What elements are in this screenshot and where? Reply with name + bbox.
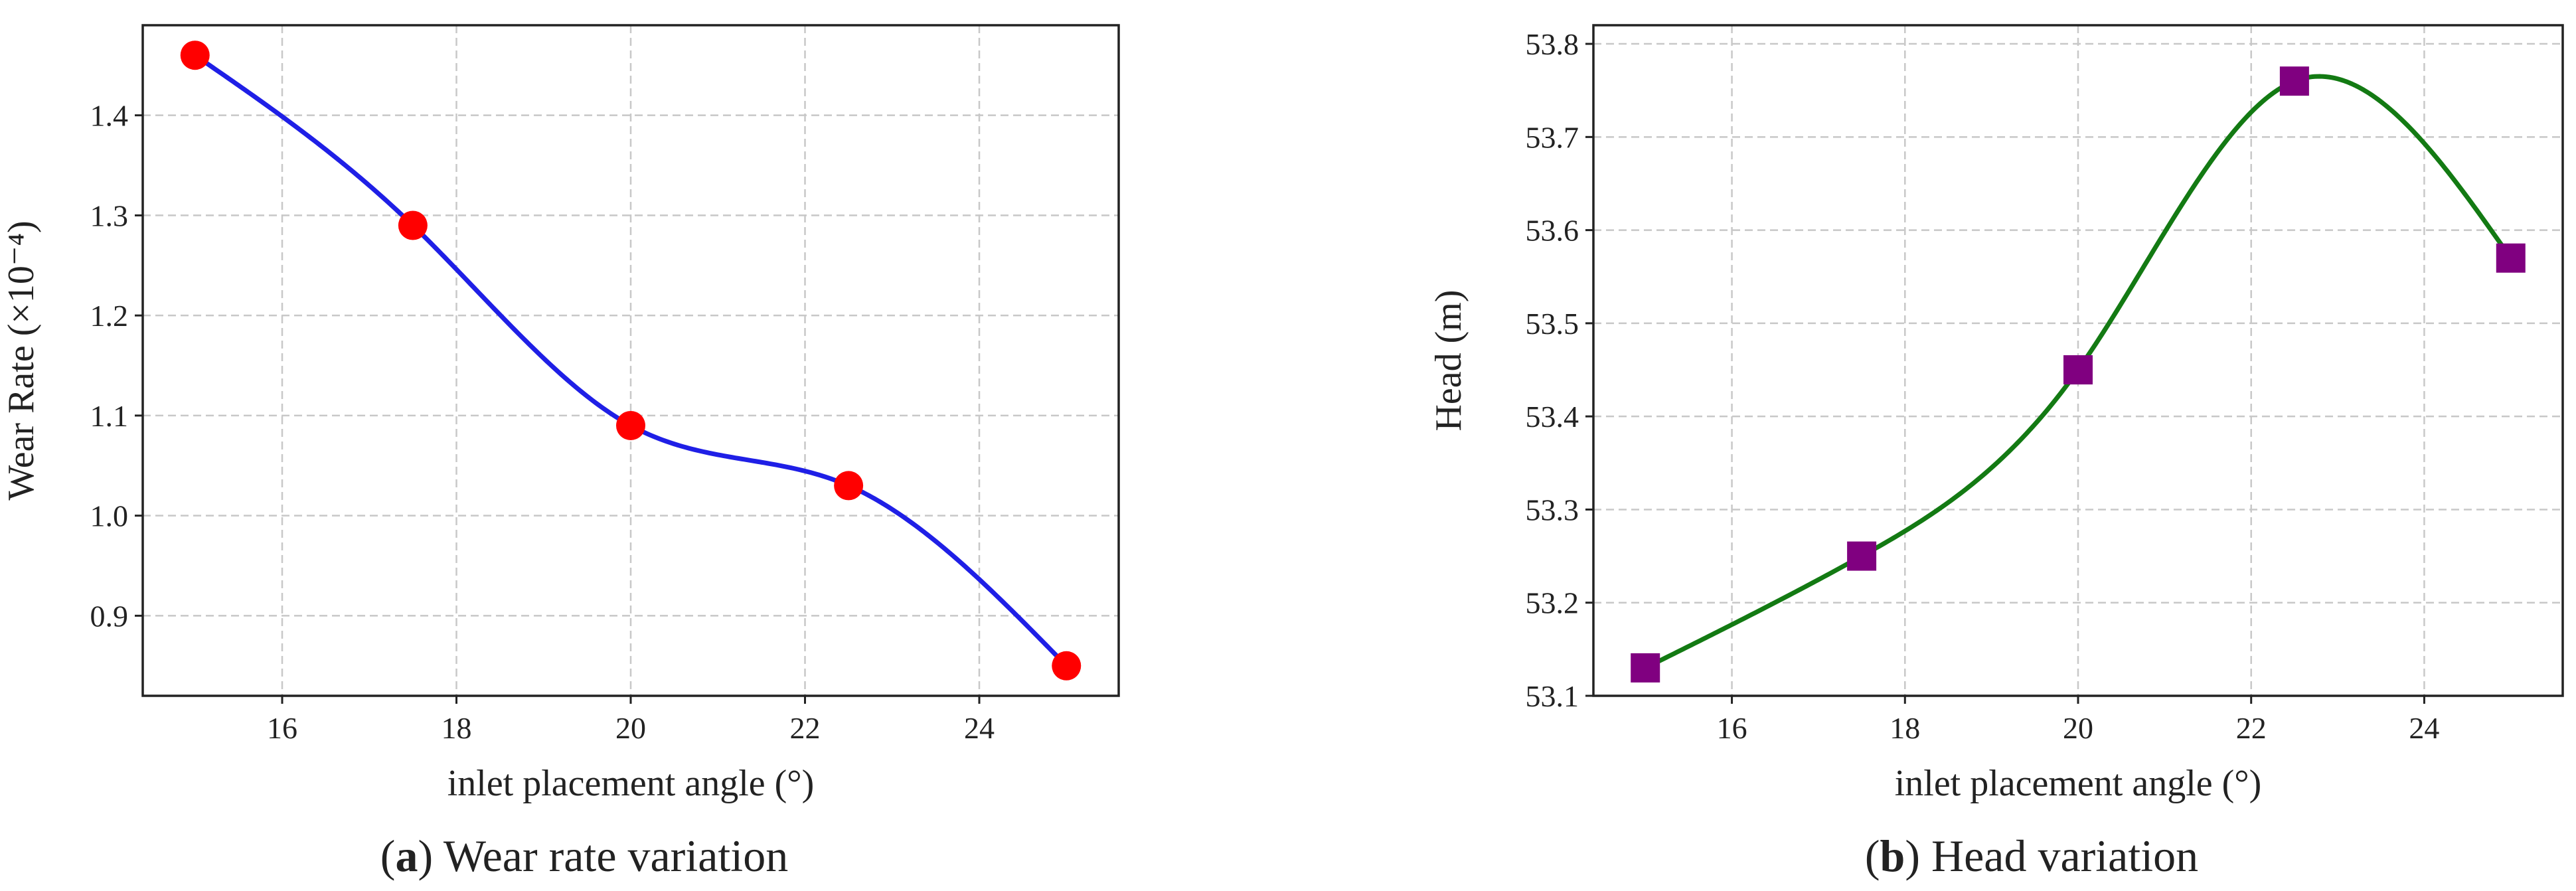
y-tick-label: 53.8 [1526,27,1579,61]
data-point [398,210,428,240]
caption-a: (a) Wear rate variation [380,831,788,881]
y-tick-label: 53.3 [1526,493,1579,526]
data-point [2063,355,2093,385]
data-point [1847,541,1877,571]
caption-a-letter: a [395,831,418,881]
caption-b: (b) Head variation [1865,831,2198,881]
y-tick-label: 0.9 [90,599,129,633]
x-tick-label: 18 [442,711,472,745]
x-tick-label: 16 [1717,711,1747,745]
data-point [2496,243,2526,273]
caption-b-text: Head variation [1931,831,2198,881]
x-tick-label: 24 [964,711,995,745]
y-tick-label: 1.3 [90,199,129,232]
x-tick-label: 20 [2063,711,2093,745]
y-tick-label: 1.2 [90,299,129,333]
x-tick-label: 18 [1890,711,1920,745]
chart-head: 16 18 20 22 24 53.1 53.2 53.3 53.4 53.5 53.6 53.7 53… [1428,24,2564,804]
data-point [2279,66,2309,96]
y-tick-label: 53.2 [1526,586,1579,620]
y-tick-label: 53.1 [1526,679,1579,713]
y-tick-label: 1.1 [90,399,129,433]
x-axis-label: inlet placement angle (°) [447,763,815,804]
y-tick-label: 53.6 [1526,214,1579,248]
data-point [616,410,645,440]
y-tick-label: 53.7 [1526,120,1579,154]
caption-a-text: Wear rate variation [443,831,788,881]
y-tick-label: 1.4 [90,99,129,133]
x-tick-label: 22 [790,711,821,745]
y-axis-label: Wear Rate (×10⁻⁴) [1,220,42,500]
y-axis-label: Head (m) [1428,289,1469,431]
x-tick-label: 24 [2409,711,2439,745]
y-tick-label: 53.4 [1526,400,1579,434]
data-point [834,471,864,501]
x-tick-label: 20 [615,711,646,745]
x-tick-label: 16 [267,711,297,745]
y-tick-label: 1.0 [90,499,129,533]
caption-b-letter: b [1880,831,1905,881]
y-tick-label: 53.5 [1526,307,1579,341]
data-point [1052,651,1082,681]
data-point [1631,653,1660,683]
chart-wear-rate: 16 18 20 22 24 0.9 1.0 1.1 1.2 1.3 1.4 inlet placem… [1,24,1120,804]
data-point [180,40,210,70]
x-tick-label: 22 [2236,711,2267,745]
x-axis-label: inlet placement angle (°) [1895,763,2262,804]
